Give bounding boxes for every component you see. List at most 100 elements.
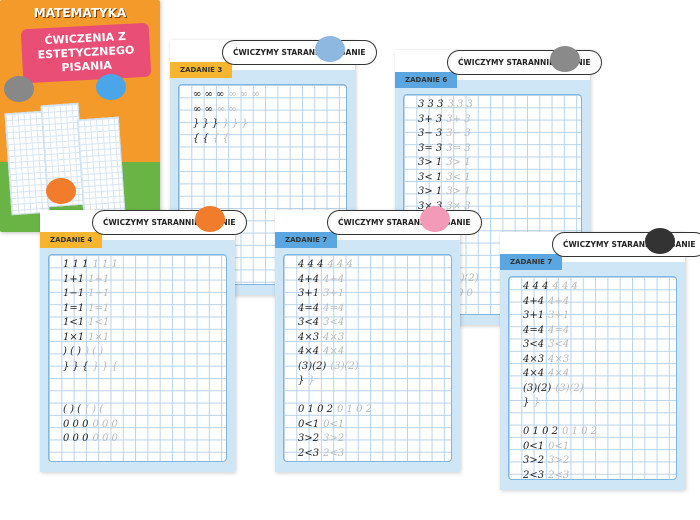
row-text: 1−1 — [63, 288, 85, 299]
practice-row — [298, 390, 302, 401]
row-text: 3> 1 — [418, 157, 443, 168]
trace-guide: 3< 1 — [446, 171, 471, 183]
practice-row: 0 1 0 2 0 1 0 2 — [298, 404, 372, 415]
trace-guide: 4×3 — [323, 331, 345, 343]
task-label: ZADANIE 4 — [40, 232, 103, 248]
trace-guide: } } { — [92, 360, 118, 372]
practice-row: (3)(2)(3)(2) — [298, 361, 359, 372]
trace-guide: 4×4 — [548, 368, 570, 379]
row-text: 3> 1 — [418, 186, 443, 197]
practice-row: ∞ ∞ ∞ ∞ ∞ ∞ — [193, 89, 260, 100]
trace-guide: 0 0 0 — [92, 433, 118, 444]
trace-guide: 4×4 — [323, 346, 345, 357]
row-text: 4×3 — [523, 353, 545, 365]
row-text: 1×1 — [63, 331, 85, 343]
trace-guide: (3)(2) — [555, 382, 584, 394]
row-text: 4+4 — [298, 273, 320, 285]
practice-row — [63, 375, 67, 386]
trace-guide: } — [308, 375, 315, 386]
trace-guide: 0<1 — [548, 440, 570, 452]
row-text: 2<3 — [523, 469, 545, 481]
task-label: ZADANIE 6 — [395, 72, 458, 88]
practice-row: 3= 3 3= 3 — [418, 143, 471, 154]
row-text: 4=4 — [523, 324, 545, 336]
task-label: ZADANIE 7 — [275, 232, 338, 248]
row-text: 0 0 0 — [63, 418, 89, 430]
row-text: ) ( ) — [63, 346, 82, 357]
practice-row: 3<4 3<4 — [523, 339, 569, 350]
trace-guide: 3 3 3 — [447, 99, 473, 110]
row-text: 1+1 — [63, 273, 85, 285]
elephant — [96, 74, 126, 100]
row-text: 1<1 — [63, 317, 85, 328]
row-text: 3+ 3 — [418, 113, 443, 125]
trace-guide: 0 0 0 — [447, 287, 473, 299]
practice-row: 1−1 1−1 — [63, 288, 109, 299]
trace-guide: 3>2 — [548, 455, 570, 466]
mascot — [420, 206, 450, 232]
trace-guide: 2<3 — [323, 447, 345, 459]
row-text: 4 4 4 — [523, 281, 549, 292]
row-text: 0 1 0 2 — [523, 426, 558, 437]
row-text: 3 3 3 — [418, 99, 444, 110]
row-text: ∞ ∞ — [193, 103, 213, 115]
practice-row: 3>2 3>2 — [523, 455, 569, 466]
workbook-page: ∞ ∞ ∞ ∞ ∞ ∞ ∞ ∞ ∞ ∞} } }} } } { {{ {ZADANIE … — [170, 36, 377, 295]
trace-guide: 2<3 — [548, 469, 570, 481]
row-text: 3+1 — [523, 310, 545, 321]
practice-row: 4+4 4+4 — [523, 296, 569, 307]
row-text: } — [298, 375, 305, 386]
trace-guide: (3)(2) — [450, 273, 479, 284]
cat — [4, 76, 34, 102]
trace-guide: ( ) ( — [85, 404, 104, 415]
practice-row: }} — [298, 375, 315, 386]
practice-row: 4=4 4=4 — [298, 303, 344, 314]
trace-guide: 4=4 — [548, 324, 570, 336]
practice-row: 4×3 4×3 — [298, 332, 344, 343]
trace-guide: 3<4 — [323, 317, 345, 328]
practice-row: ( ) (( ) ( — [63, 404, 103, 415]
practice-row: ∞ ∞ ∞ ∞ — [193, 104, 237, 115]
practice-row: 3>2 3>2 — [298, 433, 344, 444]
row-text: 1=1 — [63, 302, 85, 314]
trace-guide: 3> 1 — [446, 186, 471, 197]
practice-row: 1+1 1+1 — [63, 274, 109, 285]
trace-guide: 3+ 3 — [446, 113, 471, 125]
practice-row: 3> 1 3> 1 — [418, 157, 471, 168]
row-text: 0 0 0 — [63, 433, 89, 444]
row-text: 3+1 — [298, 288, 320, 299]
trace-guide: 4+4 — [548, 295, 570, 307]
practice-row: 4×4 4×4 — [298, 346, 344, 357]
trace-guide: 1×1 — [88, 331, 110, 343]
practice-row: 2<3 2<3 — [298, 448, 344, 459]
trace-guide: 4=4 — [323, 302, 345, 314]
task-label: ZADANIE 3 — [170, 62, 233, 78]
cover-subject: MATEMATYKA — [33, 6, 127, 20]
row-text: 3<4 — [523, 339, 545, 350]
row-text: 0<1 — [523, 440, 545, 452]
mascot — [550, 46, 580, 72]
practice-row — [63, 390, 67, 401]
row-text: 4=4 — [298, 302, 320, 314]
practice-row: 4+4 4+4 — [298, 274, 344, 285]
row-text: 1 1 1 — [63, 259, 89, 270]
practice-row: 3<4 3<4 — [298, 317, 344, 328]
trace-guide: 0 0 0 — [92, 418, 118, 430]
practice-row: 4=4 4=4 — [523, 325, 569, 336]
row-text: 3>2 — [298, 433, 320, 444]
trace-guide: 3− 3 — [446, 128, 471, 139]
row-text: } — [523, 397, 530, 408]
trace-guide: 3+1 — [548, 310, 570, 321]
trace-guide: 3> 1 — [446, 157, 471, 168]
practice-row: 3< 1 3< 1 — [418, 172, 471, 183]
row-text: (3)(2) — [523, 382, 552, 394]
practice-row: 0 1 0 2 0 1 0 2 — [523, 426, 597, 437]
practice-row: 3+1 3+1 — [523, 310, 569, 321]
cover: MATEMATYKA ĆWICZENIA Z ESTETYCZNEGO PISA… — [0, 0, 160, 232]
